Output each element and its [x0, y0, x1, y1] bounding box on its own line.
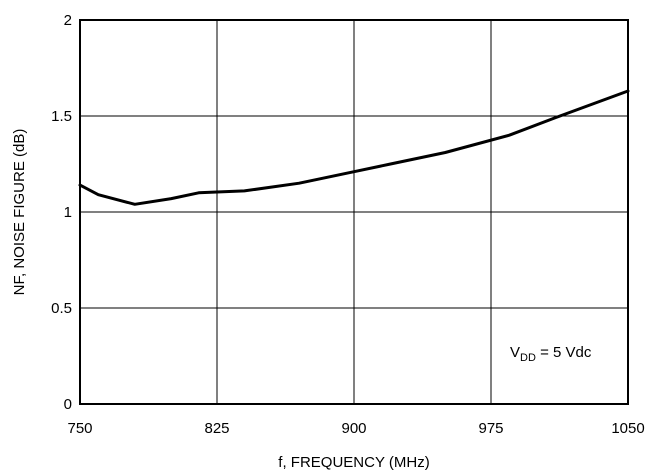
x-tick-label-2: 900: [341, 420, 366, 437]
y-tick-label-4: 2: [64, 12, 72, 29]
x-tick-label-1: 825: [204, 420, 229, 437]
y-tick-label-2: 1: [64, 204, 72, 221]
annotation-subscript: DD: [520, 352, 536, 364]
series-layer: [78, 89, 630, 206]
x-axis-label: f, FREQUENCY (MHz): [278, 454, 429, 471]
x-tick-label-0: 750: [67, 420, 92, 437]
y-tick-label-0: 0: [64, 396, 72, 413]
annotation-v: V: [510, 344, 520, 361]
y-tick-label-3: 1.5: [51, 108, 72, 125]
x-tick-labels: 750 825 900 975 1050: [67, 420, 644, 437]
y-tick-label-1: 0.5: [51, 300, 72, 317]
vdd-annotation: VDD = 5 Vdc: [510, 344, 592, 364]
plot-frame: [79, 19, 629, 405]
x-tick-label-3: 975: [478, 420, 503, 437]
annotation-rest: = 5 Vdc: [536, 344, 592, 361]
x-tick-label-4: 1050: [611, 420, 644, 437]
y-tick-labels: 0 0.5 1 1.5 2: [51, 12, 72, 413]
y-axis-label: NF, NOISE FIGURE (dB): [11, 129, 28, 296]
series-line-0: [78, 89, 630, 206]
